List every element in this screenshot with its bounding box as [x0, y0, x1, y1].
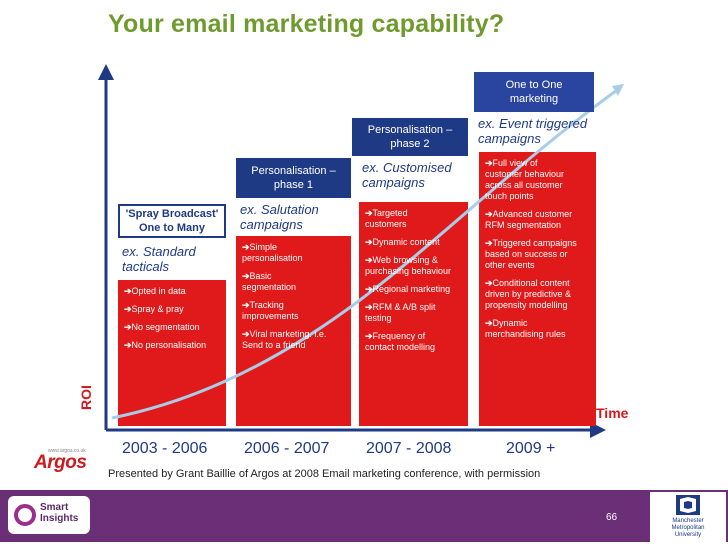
stage-3-item: RFM & A/B split testing — [365, 302, 462, 324]
stage-1-example: ex. Standard tacticals — [122, 244, 196, 274]
period-label: 2007 - 2008 — [366, 440, 452, 457]
slide-title: Your email marketing capability? — [108, 10, 505, 38]
stage-3-example: ex. Customised campaigns — [362, 160, 452, 190]
y-axis-label: ROI — [78, 385, 94, 410]
growth-curve-arrow — [612, 84, 624, 96]
stage-2-heading-text: Personalisation – phase 1 — [251, 165, 336, 191]
stage-2-body: Simple personalisation Basic segmentatio… — [236, 236, 351, 426]
footer-note: Presented by Grant Baillie of Argos at 2… — [108, 468, 541, 480]
stage-2-item: Simple personalisation — [242, 242, 345, 264]
stage-3-item: Dynamic content — [365, 237, 462, 248]
stage-2-example: ex. Salutation campaigns — [240, 202, 319, 232]
stage-3-item: Web browsing & purchasing behaviour — [365, 255, 462, 277]
period-label: 2003 - 2006 — [122, 440, 208, 457]
stage-4-item: Conditional content driven by predictive… — [485, 278, 590, 311]
smart-insights-text: Smart Insights — [40, 502, 79, 524]
stage-2-heading: Personalisation – phase 1 — [236, 158, 351, 198]
footer-bar — [0, 490, 728, 542]
stage-3-heading-text: Personalisation – phase 2 — [367, 124, 453, 150]
stage-3-body: Targeted customers Dynamic content Web b… — [359, 202, 468, 426]
stage-3-heading: Personalisation – phase 2 — [352, 118, 468, 156]
period-label: 2009 + — [506, 440, 556, 457]
growth-curve — [111, 86, 621, 420]
stage-1-item: Opted in data — [124, 286, 220, 297]
argos-url: www.argos.co.uk — [48, 448, 86, 454]
stage-4-item: Triggered campaigns based on success or … — [485, 238, 590, 271]
stage-2-item: Tracking improvements — [242, 300, 345, 322]
y-axis-arrow — [98, 64, 114, 80]
stage-3-item: Frequency of contact modelling — [365, 331, 462, 353]
argos-logo: Argos — [34, 452, 87, 473]
stage-4-item: Full view of customer behaviour across a… — [485, 158, 590, 202]
mmu-logo — [650, 492, 726, 542]
stage-4-item: Advanced customer RFM segmentation — [485, 209, 590, 231]
stage-1-item: Spray & pray — [124, 304, 220, 315]
stage-4-body: Full view of customer behaviour across a… — [479, 152, 596, 426]
stage-4-heading-text: One to One marketing — [505, 79, 563, 105]
stage-4-example: ex. Event triggered campaigns — [478, 116, 588, 146]
stage-1-item: No personalisation — [124, 340, 220, 351]
stage-1-item: No segmentation — [124, 322, 220, 333]
stage-3-item: Regional marketing — [365, 284, 462, 295]
mmu-crest-icon — [676, 495, 700, 515]
stage-2-item: Viral marketing. i.e. Send to a friend — [242, 329, 345, 351]
period-label: 2006 - 2007 — [244, 440, 330, 457]
stage-4-item: Dynamic merchandising rules — [485, 318, 590, 340]
stage-4-heading: One to One marketing — [474, 72, 594, 112]
stage-1-heading: 'Spray Broadcast' One to Many — [118, 204, 226, 238]
slide-number: 66 — [606, 512, 618, 523]
x-axis-label: Time — [596, 405, 629, 421]
stage-1-body: Opted in data Spray & pray No segmentati… — [118, 280, 226, 426]
mmu-text: Manchester Metropolitan University — [671, 518, 705, 538]
stage-3-item: Targeted customers — [365, 208, 462, 230]
stage-2-item: Basic segmentation — [242, 271, 345, 293]
smart-insights-icon — [14, 504, 36, 526]
